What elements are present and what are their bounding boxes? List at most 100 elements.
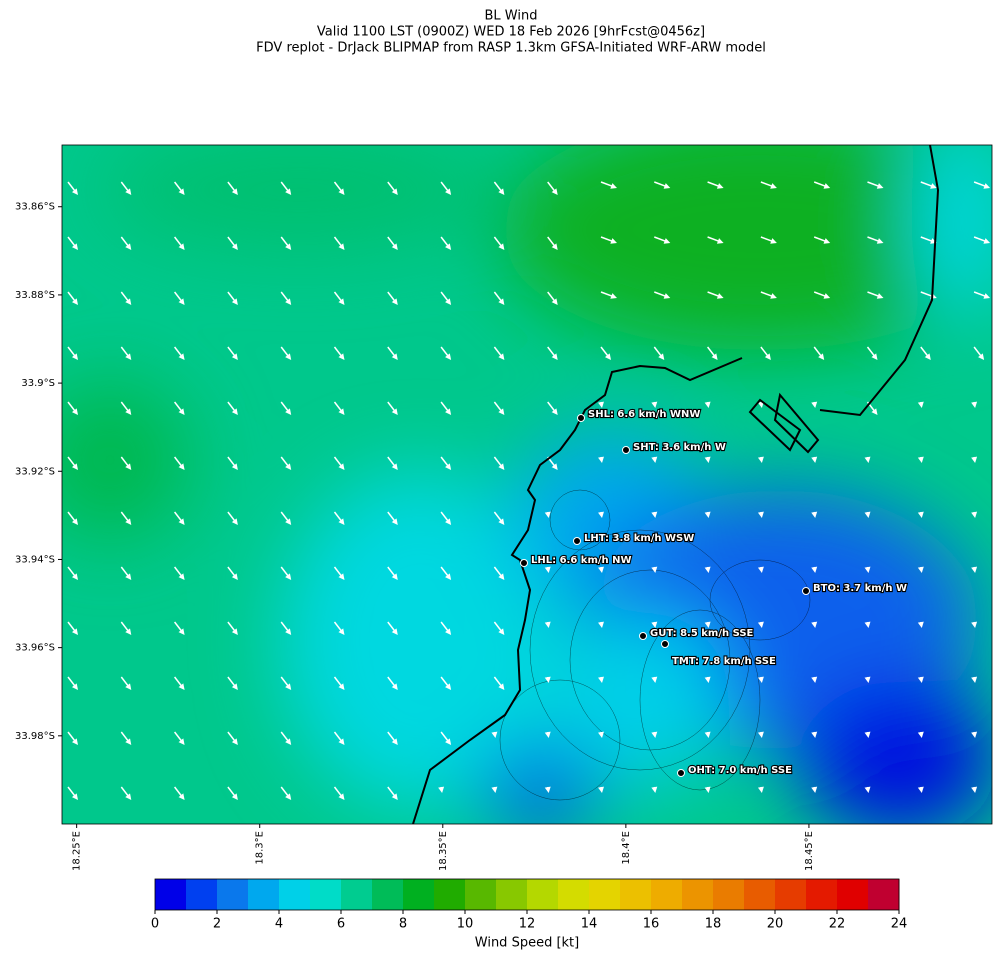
- map-axes: 33.86°S 33.88°S 33.9°S 33.92°S 33.94°S 33.96°…: [15, 202, 815, 871]
- wind-arrow-head: [285, 793, 292, 800]
- colorbar-segment: [682, 879, 714, 910]
- wind-arrow-head: [811, 786, 818, 793]
- station-label: BTO: 3.7 km/h W: [813, 583, 907, 594]
- stations: SHL: 6.6 km/h WNW SHT: 3.6 km/h W LHT: 3.8…: [520, 408, 908, 777]
- wind-arrow-head: [125, 628, 132, 635]
- lat-tick-label: 33.88°S: [15, 290, 55, 301]
- wind-arrow-head: [864, 786, 871, 793]
- wind-arrow-head: [338, 463, 345, 470]
- wind-arrow-head: [391, 353, 398, 360]
- wind-arrow-head: [445, 353, 452, 360]
- wind-arrow-head: [391, 298, 398, 305]
- colorbar-tick-label: 0: [151, 917, 159, 932]
- colorbar-segment: [775, 879, 807, 910]
- wind-arrow-head: [498, 573, 505, 580]
- wind-arrow-head: [757, 456, 764, 463]
- wind-arrow-head: [864, 456, 871, 463]
- colorbar-segment: [155, 879, 187, 910]
- wind-arrow-head: [231, 408, 238, 415]
- wind-arrow-head: [338, 738, 345, 745]
- wind-arrow-head: [811, 456, 818, 463]
- wind-arrow-head: [285, 188, 292, 195]
- wind-arrow-head: [178, 408, 185, 415]
- wind-arrow-head: [178, 188, 185, 195]
- wind-arrow-head: [178, 738, 185, 745]
- wind-arrow-head: [811, 731, 818, 738]
- wind-arrow-head: [178, 353, 185, 360]
- title-line: Valid 1100 LST (0900Z) WED 18 Feb 2026 […: [317, 25, 705, 40]
- wind-arrow-head: [983, 183, 991, 189]
- wind-field: [62, 145, 992, 824]
- wind-arrow-head: [285, 408, 292, 415]
- wind-arrow-head: [445, 683, 452, 690]
- wind-arrow-head: [598, 731, 604, 738]
- wind-arrow-head: [871, 408, 878, 415]
- colorbar-segment: [279, 879, 311, 910]
- station-dot: [639, 632, 647, 640]
- station-dot: [677, 769, 685, 777]
- wind-arrow-head: [551, 298, 558, 305]
- station-label: LHT: 3.8 km/h WSW: [584, 533, 694, 544]
- colorbar-segment: [372, 879, 404, 910]
- wind-arrow-head: [971, 456, 978, 463]
- wind-arrow-head: [544, 676, 551, 683]
- wind-arrow-head: [917, 676, 924, 683]
- wind-arrow-head: [917, 731, 924, 738]
- wind-arrow-head: [445, 738, 452, 745]
- wind-arrow-head: [178, 793, 185, 800]
- wind-arrow-head: [338, 353, 345, 360]
- wind-arrow-head: [391, 573, 398, 580]
- wind-arrow-head: [917, 456, 924, 463]
- lat-tick-label: 33.9°S: [21, 378, 55, 389]
- colorbar-tick-label: 4: [275, 917, 283, 932]
- wind-arrow-head: [551, 353, 558, 360]
- station-dot: [577, 414, 585, 422]
- wind-arrow-head: [757, 566, 764, 573]
- wind-arrow-head: [716, 183, 724, 189]
- wind-arrow-head: [757, 621, 764, 628]
- wind-arrow-head: [498, 518, 505, 525]
- colorbar-segment: [434, 879, 466, 910]
- wind-arrow-head: [498, 353, 505, 360]
- colorbar-label: Wind Speed [kt]: [475, 936, 579, 951]
- wind-arrow-head: [704, 786, 711, 793]
- lat-tick-label: 33.86°S: [15, 202, 55, 213]
- colorbar-segment: [465, 879, 497, 910]
- wind-arrow-head: [764, 353, 771, 360]
- colorbar-tick-label: 20: [767, 917, 784, 932]
- wind-arrow-head: [498, 463, 505, 470]
- station-dot: [520, 559, 528, 567]
- title-line: BL Wind: [485, 9, 538, 24]
- wind-arrow-head: [285, 463, 292, 470]
- wind-arrow-head: [598, 786, 604, 793]
- colorbar-tick-label: 12: [519, 917, 536, 932]
- wind-arrow-head: [491, 786, 498, 793]
- wind-arrow-head: [391, 518, 398, 525]
- colorbar-segment: [837, 879, 869, 910]
- wind-arrow-head: [125, 518, 132, 525]
- wind-arrow-head: [178, 683, 185, 690]
- wind-arrow-head: [823, 183, 831, 189]
- wind-arrow-head: [498, 628, 505, 635]
- wind-arrow-head: [610, 183, 617, 189]
- wind-arrow-head: [178, 518, 185, 525]
- wind-arrow-head: [338, 793, 345, 800]
- wind-arrow-head: [876, 183, 884, 189]
- wind-arrow-head: [445, 463, 452, 470]
- wind-arrow-head: [864, 676, 871, 683]
- wind-arrow-head: [71, 298, 78, 305]
- wind-arrow-head: [498, 683, 505, 690]
- wind-arrow-head: [811, 566, 818, 573]
- wind-arrow-head: [651, 401, 658, 408]
- wind-arrow-head: [544, 731, 551, 738]
- wind-arrow-head: [917, 566, 924, 573]
- wind-arrow-head: [823, 238, 831, 244]
- wind-arrow-head: [125, 353, 132, 360]
- wind-arrow-head: [983, 293, 991, 299]
- wind-arrow-head: [551, 463, 558, 470]
- wind-arrow-head: [445, 408, 452, 415]
- wind-arrow-head: [71, 793, 78, 800]
- wind-arrow-head: [598, 401, 604, 408]
- colorbar-segment: [310, 879, 342, 910]
